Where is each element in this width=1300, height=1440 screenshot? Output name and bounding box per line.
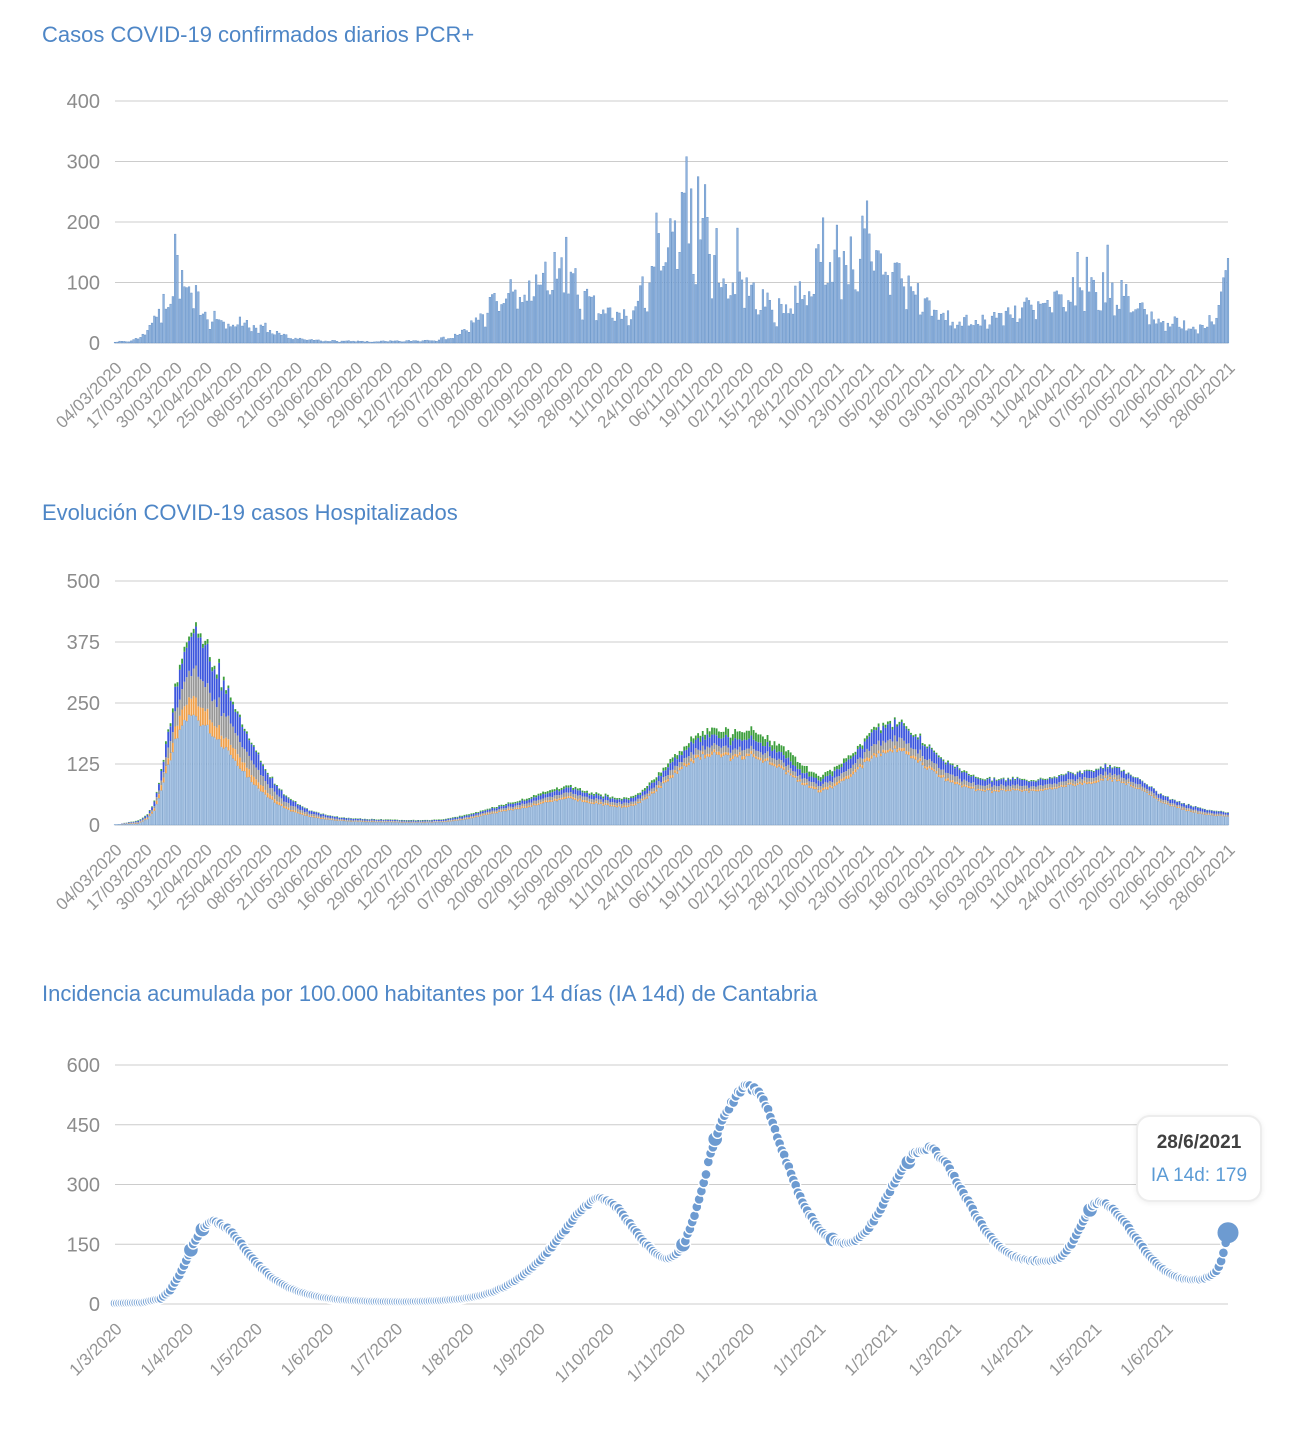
tooltip-date: 28/6/2021 <box>1156 1132 1242 1153</box>
svg-text:1/5/2020: 1/5/2020 <box>206 1319 266 1379</box>
x-axis-labels: 04/03/202017/03/202030/03/202012/04/2020… <box>52 840 1239 914</box>
svg-text:1/3/2020: 1/3/2020 <box>66 1319 126 1379</box>
x-axis-labels: 04/03/202017/03/202030/03/202012/04/2020… <box>52 358 1239 432</box>
svg-text:500: 500 <box>67 571 100 593</box>
svg-text:1/8/2020: 1/8/2020 <box>417 1319 477 1379</box>
svg-text:1/5/2021: 1/5/2021 <box>1045 1319 1105 1379</box>
svg-text:200: 200 <box>67 212 100 234</box>
gray-segment <box>121 665 1229 825</box>
chart-tooltip: 28/6/2021 IA 14d: 179 <box>1136 1115 1262 1202</box>
svg-text:1/7/2020: 1/7/2020 <box>346 1319 406 1379</box>
light-blue-segment <box>113 714 1230 826</box>
daily-pcr-chart: 0 100 200 300 400 04/03/202017/03/202030/03/2… <box>52 91 1239 432</box>
svg-text:1/2/2021: 1/2/2021 <box>841 1319 901 1379</box>
ia14d-points <box>109 1079 1234 1309</box>
svg-text:450: 450 <box>67 1115 100 1137</box>
svg-text:0: 0 <box>89 815 100 837</box>
daily-bars <box>113 156 1230 344</box>
svg-text:1/9/2020: 1/9/2020 <box>489 1319 549 1379</box>
chart1-title: Casos COVID-19 confirmados diarios PCR+ <box>42 22 475 47</box>
svg-text:300: 300 <box>67 1175 100 1197</box>
svg-text:1/4/2020: 1/4/2020 <box>137 1319 197 1379</box>
x-axis-labels: 1/3/2020 1/4/2020 1/5/2020 1/6/2020 1/7/2020… <box>66 1319 1177 1386</box>
svg-text:600: 600 <box>67 1055 100 1077</box>
orange-segment <box>121 696 1229 825</box>
svg-text:375: 375 <box>67 632 100 654</box>
green-segment <box>123 622 1229 824</box>
svg-text:1/12/2020: 1/12/2020 <box>691 1319 758 1386</box>
tooltip-value: IA 14d: 179 <box>1150 1165 1248 1186</box>
svg-text:150: 150 <box>67 1234 100 1256</box>
svg-text:100: 100 <box>67 273 100 295</box>
svg-text:300: 300 <box>67 152 100 174</box>
svg-text:1/11/2020: 1/11/2020 <box>623 1319 689 1385</box>
svg-text:1/10/2020: 1/10/2020 <box>551 1319 618 1386</box>
svg-text:1/4/2021: 1/4/2021 <box>976 1319 1036 1379</box>
gridlines <box>115 1064 1228 1305</box>
hospitalized-chart: 0 125 250 375 500 04/03/202017/03/202030/03/2… <box>52 571 1239 914</box>
svg-text:1/1/2021: 1/1/2021 <box>769 1319 829 1379</box>
blue-segment <box>121 626 1229 824</box>
svg-text:400: 400 <box>67 91 100 113</box>
svg-text:125: 125 <box>67 754 100 776</box>
svg-text:1/6/2021: 1/6/2021 <box>1117 1319 1177 1379</box>
svg-text:1/6/2020: 1/6/2020 <box>277 1319 337 1379</box>
svg-text:0: 0 <box>89 333 100 355</box>
chart3-title: Incidencia acumulada por 100.000 habitan… <box>42 981 818 1006</box>
svg-text:1/3/2021: 1/3/2021 <box>905 1319 965 1379</box>
svg-text:250: 250 <box>67 693 100 715</box>
chart2-title: Evolución COVID-19 casos Hospitalizados <box>42 500 458 525</box>
svg-text:0: 0 <box>89 1294 100 1316</box>
final-point <box>1217 1222 1239 1244</box>
